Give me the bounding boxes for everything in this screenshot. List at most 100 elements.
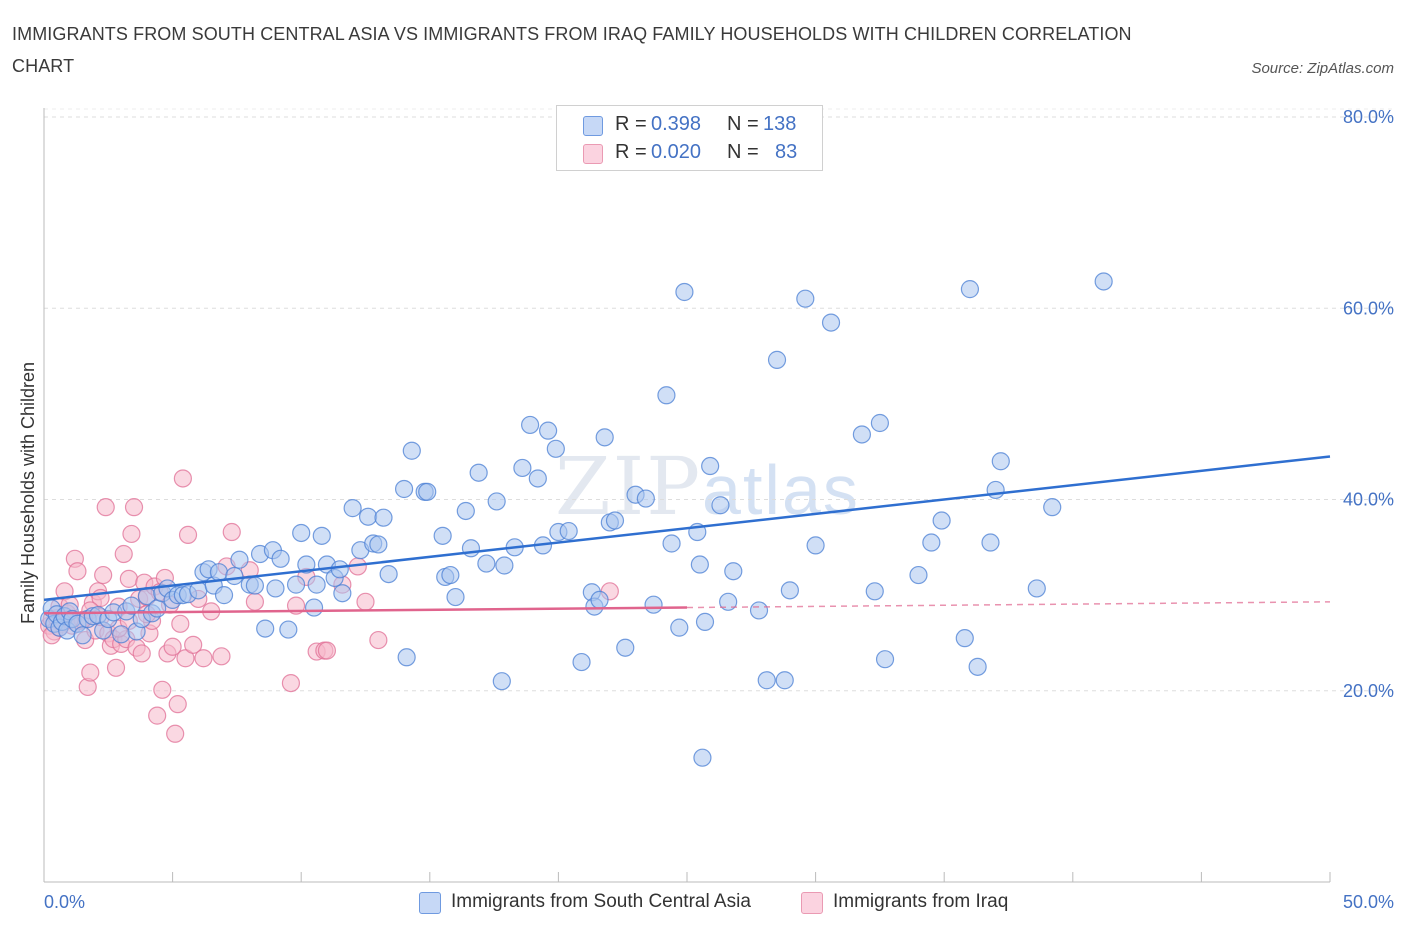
chart-title: IMMIGRANTS FROM SOUTH CENTRAL ASIA VS IM… [12,24,1132,76]
data-point [68,562,87,581]
data-point [402,441,421,460]
data-point [559,521,578,541]
data-point [495,556,514,575]
data-point [932,511,951,530]
data-point [644,595,663,614]
data-point [307,575,326,594]
data-point [662,534,681,553]
legend-label: Immigrants from Iraq [833,891,1009,912]
data-point [114,544,133,564]
data-point [112,625,131,644]
data-point [695,612,715,632]
y-tick-label: 20.0% [1343,681,1394,701]
data-point [675,282,694,302]
data-point [379,564,398,584]
data-point [955,629,974,648]
y-tick-label: 40.0% [1343,490,1394,510]
data-point [271,549,290,568]
trend-line-iraq [43,606,688,615]
data-point [212,647,231,666]
data-point [266,579,285,598]
data-point [711,496,730,515]
data-point [397,648,416,667]
data-point [304,598,324,617]
data-point [865,582,884,601]
data-point [369,535,388,554]
data-point [433,526,452,545]
data-point [96,498,115,517]
axes [43,108,1330,883]
data-point [513,458,532,478]
data-point [595,428,614,447]
data-point [616,638,635,657]
legend-swatch-pink [583,144,603,164]
data-point [670,618,689,637]
y-tick-label: 80.0% [1343,107,1394,127]
data-point [73,626,92,645]
y-axis-label: Family Households with Children [18,362,38,624]
legend-r-value: 0.398 [651,113,702,135]
legend-n-value: 83 [775,141,798,163]
data-point [178,525,198,544]
data-point [194,649,213,668]
data-point [394,479,414,499]
data-point [256,619,275,638]
data-point [441,565,460,585]
data-point [418,482,437,501]
points-south-central-asia [40,272,1113,767]
data-point [171,614,190,633]
y-tick-label: 60.0% [1343,298,1394,318]
data-point [122,524,141,544]
legend-n-label: N = [727,141,759,163]
data-point [446,587,465,607]
data-point [153,680,172,699]
y-tick-labels: 20.0% 40.0% 60.0% 80.0% [1343,107,1394,701]
legend-n-value: 138 [763,113,797,135]
data-point [461,539,481,558]
legend-r-value: 0.020 [651,141,702,163]
data-point [693,748,712,767]
data-point [528,469,547,488]
data-point [657,386,676,405]
data-point [356,592,375,611]
data-point [469,463,488,482]
data-point [605,511,625,530]
data-point [222,522,241,542]
data-point [724,562,743,581]
data-point [701,456,720,476]
series-legend: Immigrants from South Central Asia Immig… [0,888,1406,916]
data-point [124,498,144,517]
data-point [122,596,141,615]
data-point [358,507,378,526]
legend-r-label: R = [615,141,647,163]
data-point [981,533,1000,552]
legend-row-iraq: R = 0.020 N = 83 [557,138,822,166]
data-point [767,350,787,369]
data-point [852,425,871,444]
data-point [986,480,1005,500]
data-point [245,592,265,611]
data-point [521,415,540,435]
data-point [343,499,362,518]
legend-swatch-blue [419,892,441,914]
trend-lines [43,455,1331,615]
data-point [209,563,228,582]
data-point [775,671,794,690]
data-point [106,658,126,677]
x-tick-label-max: 50.0% [1343,892,1394,912]
legend-swatch-blue [583,116,603,136]
data-point [1027,579,1046,598]
data-point [456,501,475,521]
data-point [821,313,841,332]
data-point [690,555,709,574]
data-point [870,413,890,433]
data-point [1043,498,1062,517]
data-point [148,706,167,725]
data-point [991,452,1010,471]
data-point [477,554,496,573]
data-point [168,695,187,714]
data-point [148,599,167,618]
data-point [297,555,316,574]
data-point [487,492,506,511]
trend-line-iraq-extension [686,601,1331,609]
